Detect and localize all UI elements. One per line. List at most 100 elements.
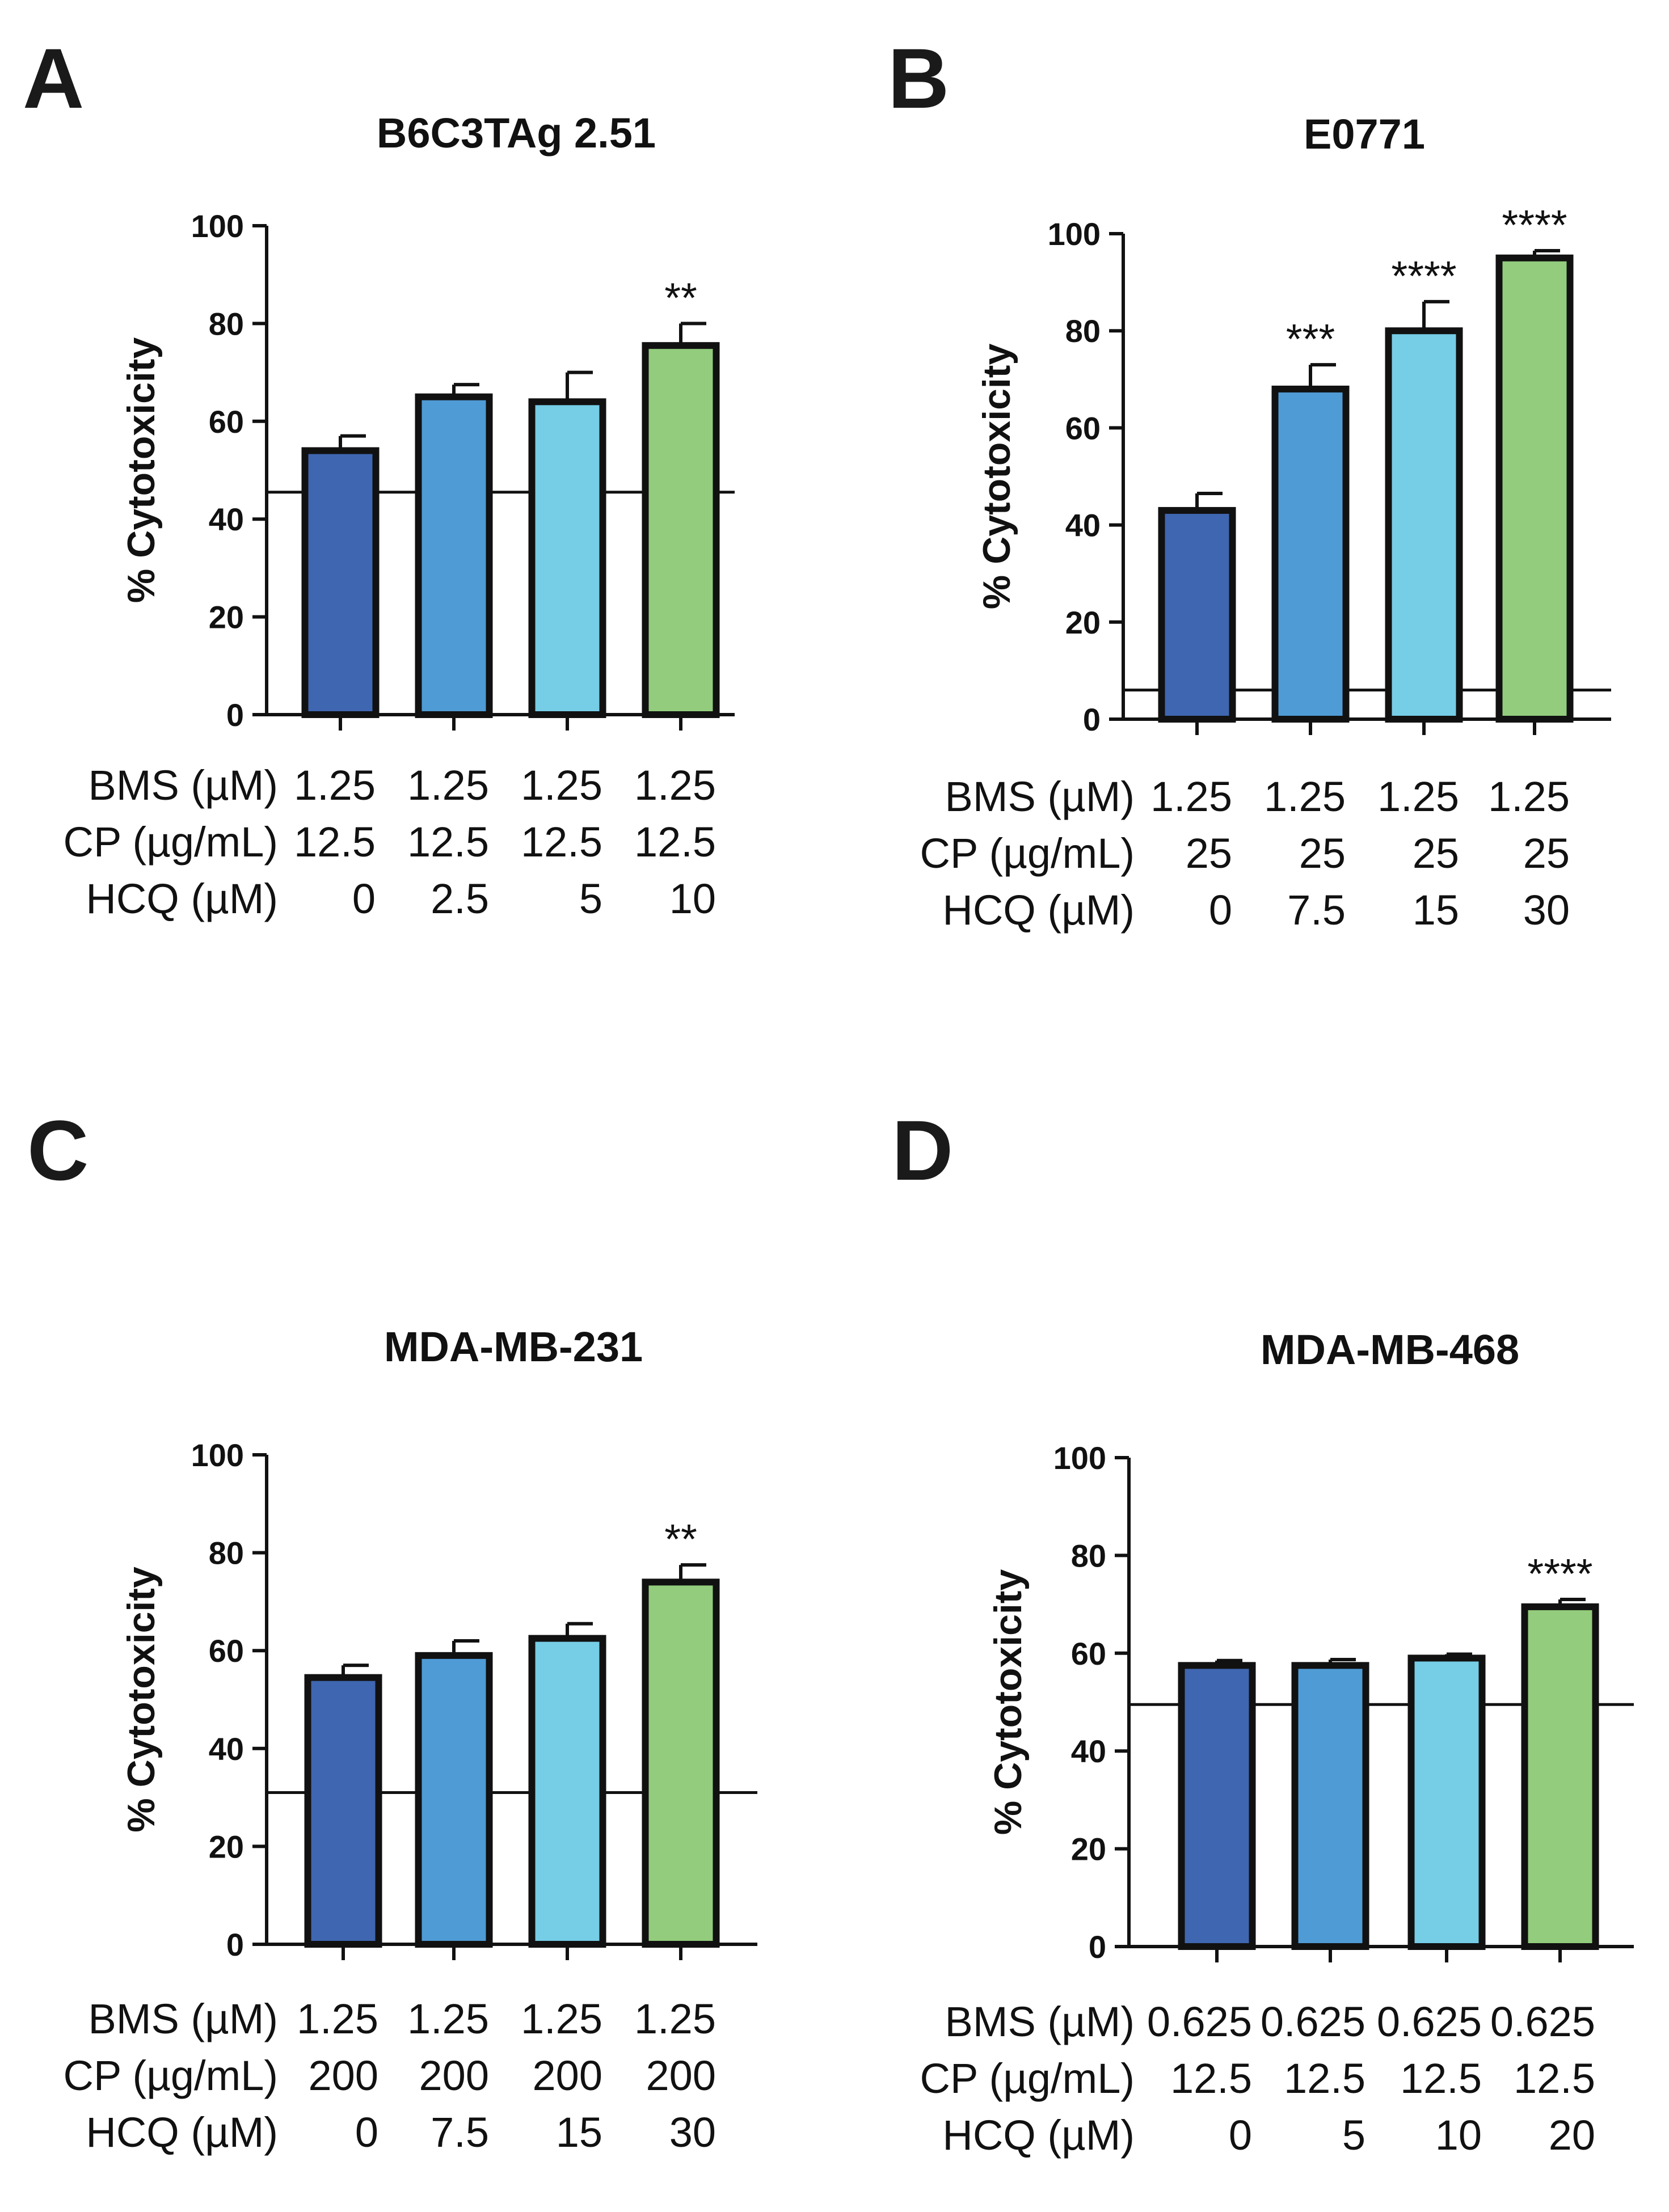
panel-letter: B [888, 31, 949, 126]
condition-row-label: BMS (µM) [945, 1998, 1135, 2045]
bar [1385, 327, 1463, 723]
chart-title: B6C3TAg 2.51 [377, 109, 656, 157]
condition-value: 25 [1523, 830, 1570, 877]
chart-panel-a: A B6C3TAg 2.51 % Cytotoxicity ** 0 20 40 60 80 10… [23, 31, 735, 922]
condition-value: 200 [646, 2052, 716, 2099]
condition-value: 12.5 [407, 818, 489, 866]
chart-title: MDA-MB-468 [1261, 1326, 1519, 1373]
condition-value: 1.25 [1377, 773, 1459, 820]
condition-value: 12.5 [1170, 2055, 1252, 2102]
condition-row-label: CP (µg/mL) [920, 830, 1135, 877]
y-tick-label: 0 [1089, 1929, 1106, 1965]
panel-letter: D [892, 1103, 953, 1198]
condition-value: 0.625 [1377, 1998, 1482, 2045]
condition-value: 12.5 [1400, 2055, 1482, 2102]
condition-value: 0 [1229, 2112, 1252, 2159]
y-tick-label: 40 [1065, 508, 1101, 543]
significance-label: **** [1502, 201, 1567, 248]
y-tick-label: 20 [209, 1829, 244, 1864]
condition-row-label: CP (µg/mL) [64, 2052, 278, 2099]
condition-value: 7.5 [1287, 887, 1346, 934]
condition-row-label: HCQ (µM) [942, 887, 1135, 934]
chart-panel-d: D MDA-MB-468 % Cytotoxicity **** 0 20 40 60 80 10… [892, 1103, 1634, 2159]
condition-value: 1.25 [634, 1995, 716, 2042]
bar [1521, 1603, 1599, 1950]
significance-label: ** [664, 274, 697, 321]
condition-value: 200 [533, 2052, 602, 2099]
condition-value: 1.25 [1150, 773, 1232, 820]
y-axis-label: % Cytotoxicity [975, 344, 1018, 610]
condition-value: 5 [1342, 2112, 1365, 2159]
bar [415, 393, 493, 718]
chart-title: MDA-MB-231 [384, 1323, 643, 1370]
condition-value: 0.625 [1261, 1998, 1365, 2045]
condition-value: 1.25 [407, 1995, 489, 2042]
condition-value: 0.625 [1490, 1998, 1595, 2045]
condition-value: 15 [556, 2109, 602, 2156]
condition-value: 0 [352, 875, 376, 922]
condition-row-label: BMS (µM) [945, 773, 1135, 820]
panel-letter: A [23, 31, 84, 126]
condition-row-label: HCQ (µM) [942, 2112, 1135, 2159]
condition-value: 1.25 [634, 762, 716, 809]
bar [1407, 1654, 1486, 1950]
condition-row-label: CP (µg/mL) [64, 818, 278, 866]
condition-value: 30 [1523, 887, 1570, 934]
condition-value: 1.25 [294, 762, 376, 809]
y-tick-label: 60 [209, 404, 244, 440]
y-tick-label: 80 [209, 1535, 244, 1571]
bar [1495, 254, 1574, 723]
y-tick-label: 20 [209, 600, 244, 635]
condition-value: 7.5 [431, 2109, 489, 2156]
condition-row-label: CP (µg/mL) [920, 2055, 1135, 2102]
condition-row-label: BMS (µM) [88, 762, 278, 809]
y-tick-label: 20 [1065, 605, 1101, 640]
condition-value: 0 [1209, 887, 1232, 934]
condition-value: 25 [1413, 830, 1459, 877]
condition-value: 5 [579, 875, 602, 922]
condition-row-label: HCQ (µM) [86, 875, 278, 922]
panel-letter: C [27, 1103, 88, 1198]
y-tick-label: 40 [1071, 1733, 1106, 1769]
y-tick-label: 40 [209, 1731, 244, 1767]
y-axis-label: % Cytotoxicity [987, 1569, 1030, 1835]
condition-value: 1.25 [1488, 773, 1570, 820]
condition-row-label: HCQ (µM) [86, 2109, 278, 2156]
y-tick-label: 0 [226, 697, 244, 733]
chart-panel-c: C MDA-MB-231 % Cytotoxicity ** 0 20 40 60 80 100 B… [27, 1103, 757, 2156]
condition-value: 2.5 [431, 875, 489, 922]
y-tick-label: 100 [191, 208, 244, 244]
significance-label: ** [664, 1516, 697, 1563]
y-tick-label: 0 [226, 1927, 244, 1962]
condition-value: 25 [1299, 830, 1346, 877]
y-tick-label: 0 [1083, 702, 1101, 737]
condition-value: 12.5 [1284, 2055, 1365, 2102]
significance-label: **** [1391, 252, 1456, 299]
significance-label: **** [1527, 1550, 1592, 1597]
condition-value: 1.25 [1264, 773, 1346, 820]
y-axis-label: % Cytotoxicity [120, 1567, 163, 1833]
condition-value: 25 [1186, 830, 1232, 877]
bar [1291, 1662, 1369, 1951]
y-tick-label: 100 [1048, 216, 1101, 252]
y-tick-label: 20 [1071, 1831, 1106, 1867]
chart-title: E0771 [1304, 111, 1425, 158]
condition-value: 200 [309, 2052, 378, 2099]
condition-value: 10 [1435, 2112, 1482, 2159]
bar [1158, 506, 1236, 723]
y-tick-label: 60 [1065, 410, 1101, 446]
condition-value: 20 [1549, 2112, 1595, 2159]
y-axis-label: % Cytotoxicity [120, 337, 163, 603]
condition-value: 1.25 [521, 762, 602, 809]
bar [528, 398, 606, 718]
condition-value: 200 [419, 2052, 489, 2099]
y-tick-label: 80 [1071, 1538, 1106, 1573]
bar [415, 1652, 493, 1948]
y-tick-label: 80 [209, 306, 244, 341]
condition-value: 12.5 [1514, 2055, 1595, 2102]
condition-value: 12.5 [634, 818, 716, 866]
bar [642, 342, 720, 718]
significance-label: *** [1286, 315, 1335, 362]
